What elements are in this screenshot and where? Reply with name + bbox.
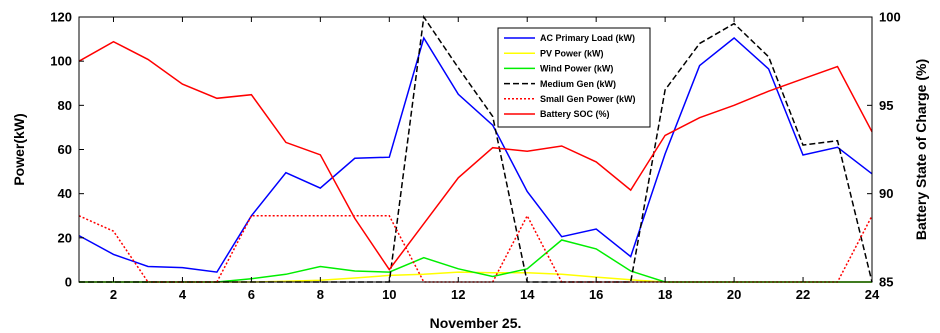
y2-tick-label: 95 [879,98,893,113]
ticks-layer: 2 4 6 8 10 12 14 16 18 20 22 2402040608010012085909… [50,10,900,303]
legend-label-wind-power-kw: Wind Power (kW) [540,64,613,74]
x-tick-label: 10 [382,287,396,302]
plot-background [79,17,872,282]
x-tick-label: 20 [727,287,741,302]
legend: AC Primary Load (kW) PV Power (kW) Wind Po… [497,27,651,128]
y-tick-label: 100 [50,54,72,69]
x-tick-label: 24 [865,287,880,302]
y2-axis-title: Battery State of Charge (%) [913,59,929,240]
legend-box [497,27,651,128]
x-tick-label: 8 [317,287,324,302]
x-tick-label: 18 [658,287,672,302]
y-tick-label: 0 [65,275,72,290]
x-tick-label: 22 [796,287,810,302]
legend-label-pv-power-kw: PV Power (kW) [540,48,604,58]
x-tick-label: 4 [179,287,187,302]
y-tick-label: 60 [58,142,72,157]
x-axis-title: November 25. [430,315,522,331]
y-tick-label: 40 [58,186,72,201]
y-tick-label: 120 [50,10,72,25]
y-axis-title: Power(kW) [11,113,27,185]
y-tick-label: 80 [58,98,72,113]
y2-tick-label: 100 [879,10,901,25]
legend-label-ac-primary-load-kw: AC Primary Load (kW) [540,33,635,43]
y-tick-label: 20 [58,230,72,245]
x-tick-label: 2 [110,287,117,302]
x-tick-label: 6 [248,287,255,302]
legend-label-battery-soc: Battery SOC (%) [540,109,610,119]
series-line-battery-soc [78,40,873,271]
series-line-ac-primary-load-kw [78,36,873,273]
legend-label-medium-gen-kw: Medium Gen (kW) [540,79,616,89]
series-line-medium-gen-kw [79,14,873,283]
x-tick-label: 14 [520,287,535,302]
x-tick-label: 16 [589,287,603,302]
x-tick-label: 12 [451,287,465,302]
legend-label-small-gen-power-kw: Small Gen Power (kW) [540,94,636,104]
y2-tick-label: 85 [879,275,893,290]
y2-tick-label: 90 [879,186,893,201]
